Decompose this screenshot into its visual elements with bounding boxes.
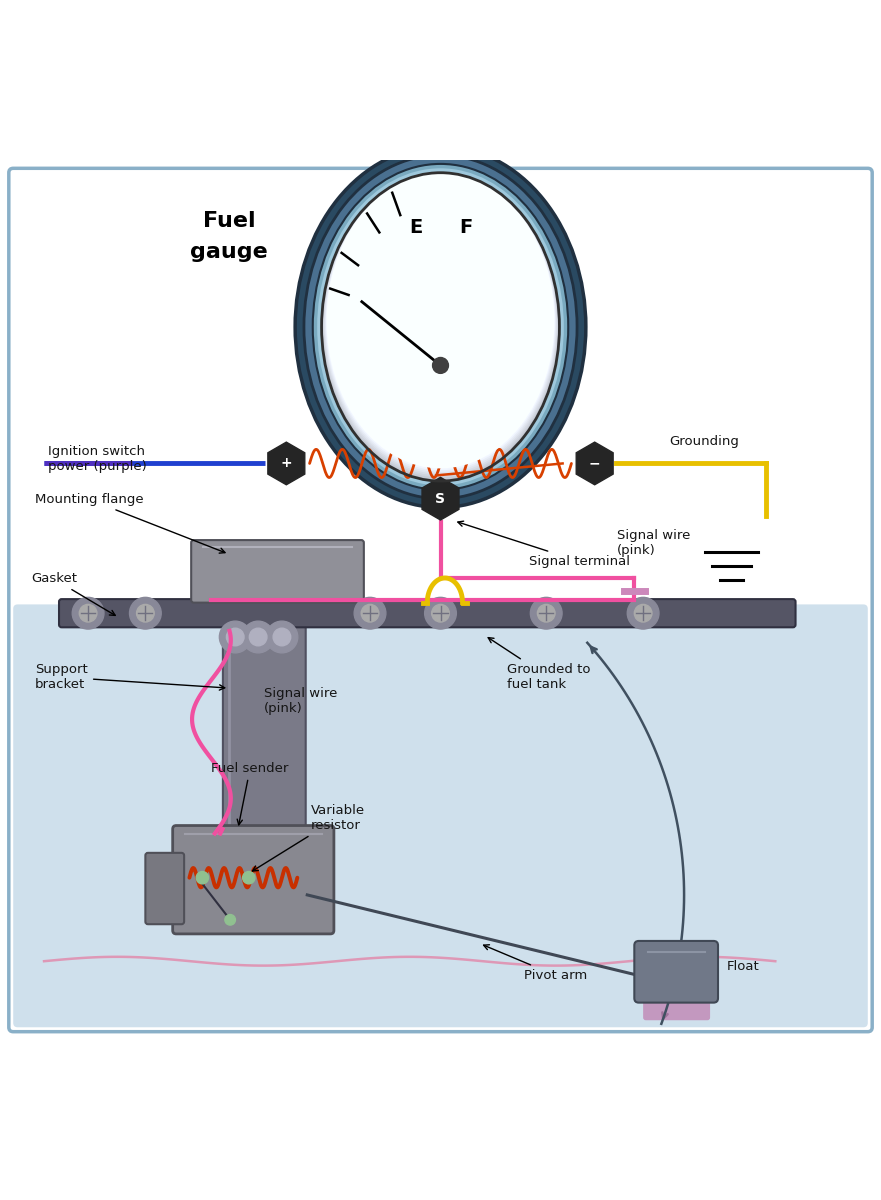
Polygon shape xyxy=(422,478,459,520)
FancyBboxPatch shape xyxy=(9,168,872,1032)
Circle shape xyxy=(242,622,274,653)
Circle shape xyxy=(530,598,562,629)
Ellipse shape xyxy=(324,173,557,474)
Text: Grounded to
fuel tank: Grounded to fuel tank xyxy=(488,637,590,691)
FancyBboxPatch shape xyxy=(13,605,868,1027)
Polygon shape xyxy=(268,442,305,485)
Circle shape xyxy=(266,622,298,653)
Text: Grounding: Grounding xyxy=(670,434,739,448)
FancyBboxPatch shape xyxy=(634,941,718,1003)
Text: Fuel: Fuel xyxy=(203,211,255,232)
Circle shape xyxy=(72,598,104,629)
Circle shape xyxy=(273,628,291,646)
Circle shape xyxy=(432,605,449,622)
Text: F: F xyxy=(459,217,472,236)
Ellipse shape xyxy=(322,173,559,479)
Text: Mounting flange: Mounting flange xyxy=(35,493,225,553)
Circle shape xyxy=(433,358,448,373)
Text: Signal wire
(pink): Signal wire (pink) xyxy=(264,688,337,715)
Text: E: E xyxy=(409,217,422,236)
Circle shape xyxy=(242,871,255,884)
Ellipse shape xyxy=(323,173,558,475)
Ellipse shape xyxy=(295,146,586,508)
Circle shape xyxy=(196,871,209,884)
Circle shape xyxy=(130,598,161,629)
Circle shape xyxy=(634,605,652,622)
Circle shape xyxy=(79,605,97,622)
Text: Signal terminal: Signal terminal xyxy=(458,521,630,568)
Circle shape xyxy=(225,914,235,925)
FancyBboxPatch shape xyxy=(59,599,796,628)
Circle shape xyxy=(249,628,267,646)
Circle shape xyxy=(361,605,379,622)
Circle shape xyxy=(226,628,244,646)
Text: +: + xyxy=(280,456,292,470)
Text: Signal wire
(pink): Signal wire (pink) xyxy=(617,529,690,557)
Ellipse shape xyxy=(327,173,554,468)
Text: Gasket: Gasket xyxy=(31,572,115,616)
Text: Support
bracket: Support bracket xyxy=(35,664,225,691)
Circle shape xyxy=(537,605,555,622)
Circle shape xyxy=(219,622,251,653)
Text: gauge: gauge xyxy=(190,242,268,262)
Text: S: S xyxy=(435,492,446,505)
Circle shape xyxy=(354,598,386,629)
Ellipse shape xyxy=(322,173,559,481)
Ellipse shape xyxy=(304,155,577,499)
Text: Variable
resistor: Variable resistor xyxy=(253,804,365,871)
FancyBboxPatch shape xyxy=(223,623,306,840)
Text: Float: Float xyxy=(727,960,759,973)
Ellipse shape xyxy=(326,173,555,470)
Circle shape xyxy=(137,605,154,622)
Ellipse shape xyxy=(323,173,558,478)
Text: Pivot arm: Pivot arm xyxy=(484,944,587,982)
Ellipse shape xyxy=(325,173,556,472)
Circle shape xyxy=(627,598,659,629)
FancyBboxPatch shape xyxy=(173,826,334,934)
Ellipse shape xyxy=(317,168,564,486)
Text: −: − xyxy=(589,456,601,470)
Text: Ignition switch
power (purple): Ignition switch power (purple) xyxy=(48,445,147,473)
Text: Fuel sender: Fuel sender xyxy=(211,762,289,824)
Polygon shape xyxy=(576,442,613,485)
Circle shape xyxy=(425,598,456,629)
FancyBboxPatch shape xyxy=(643,992,710,1020)
FancyBboxPatch shape xyxy=(191,540,364,602)
Ellipse shape xyxy=(313,164,568,490)
FancyBboxPatch shape xyxy=(145,853,184,924)
